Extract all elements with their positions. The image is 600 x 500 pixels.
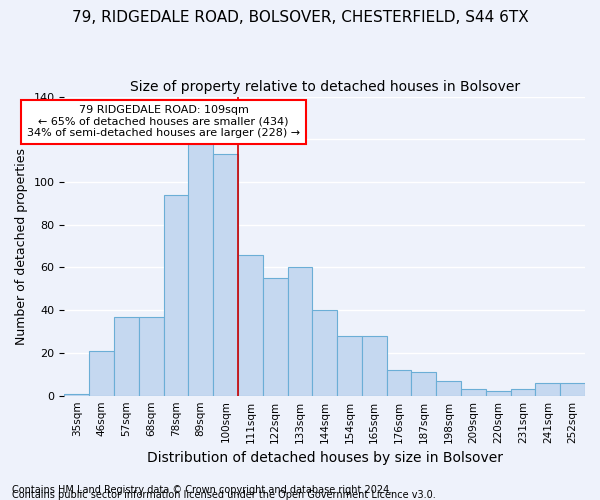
Text: Contains public sector information licensed under the Open Government Licence v3: Contains public sector information licen… [12, 490, 436, 500]
Bar [64, 394, 89, 396]
Bar [436, 380, 461, 396]
Bar [386, 370, 412, 396]
Bar [139, 316, 164, 396]
Bar [511, 390, 535, 396]
Bar [238, 254, 263, 396]
Bar [287, 268, 313, 396]
Bar [486, 392, 511, 396]
Y-axis label: Number of detached properties: Number of detached properties [15, 148, 28, 344]
Text: Contains HM Land Registry data © Crown copyright and database right 2024.: Contains HM Land Registry data © Crown c… [12, 485, 392, 495]
Bar [188, 144, 213, 396]
Bar [213, 154, 238, 396]
Bar [461, 390, 486, 396]
Title: Size of property relative to detached houses in Bolsover: Size of property relative to detached ho… [130, 80, 520, 94]
Bar [362, 336, 386, 396]
Text: 79 RIDGEDALE ROAD: 109sqm  
← 65% of detached houses are smaller (434)
34% of se: 79 RIDGEDALE ROAD: 109sqm ← 65% of detac… [27, 105, 300, 138]
Bar [535, 383, 560, 396]
Bar [89, 351, 114, 396]
Bar [337, 336, 362, 396]
Bar [560, 383, 585, 396]
Bar [114, 316, 139, 396]
Bar [263, 278, 287, 396]
Bar [164, 195, 188, 396]
X-axis label: Distribution of detached houses by size in Bolsover: Distribution of detached houses by size … [147, 451, 503, 465]
Text: 79, RIDGEDALE ROAD, BOLSOVER, CHESTERFIELD, S44 6TX: 79, RIDGEDALE ROAD, BOLSOVER, CHESTERFIE… [71, 10, 529, 25]
Bar [412, 372, 436, 396]
Bar [313, 310, 337, 396]
